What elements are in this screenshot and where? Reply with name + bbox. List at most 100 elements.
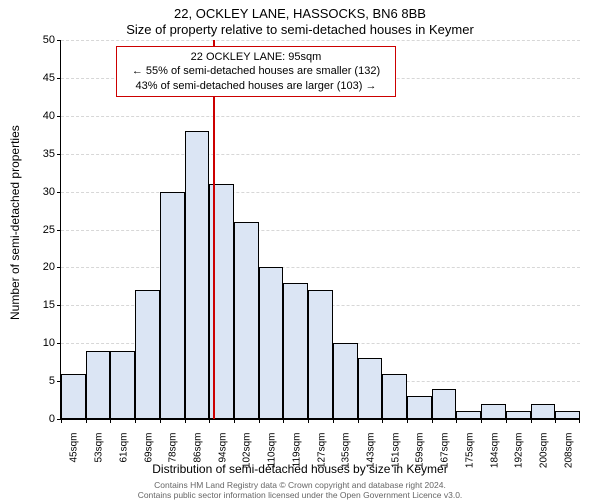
ytick-label: 15 <box>15 299 55 311</box>
xtick-label: 175sqm <box>464 433 475 483</box>
histogram-bar <box>358 358 383 419</box>
histogram-bar <box>333 343 358 419</box>
xtick-label: 61sqm <box>118 433 129 483</box>
xtick-mark <box>555 419 556 423</box>
histogram-bar <box>308 290 333 419</box>
footer: Contains HM Land Registry data © Crown c… <box>0 480 600 500</box>
xtick-mark <box>456 419 457 423</box>
xtick-mark <box>432 419 433 423</box>
xtick-label: 94sqm <box>217 433 228 483</box>
histogram-bar <box>61 374 86 419</box>
xtick-mark <box>531 419 532 423</box>
histogram-bar <box>259 267 284 419</box>
annotation-box: 22 OCKLEY LANE: 95sqm ← 55% of semi-deta… <box>116 46 396 97</box>
xtick-label: 143sqm <box>365 433 376 483</box>
histogram-bar <box>456 411 481 419</box>
ytick-mark <box>57 154 61 155</box>
histogram-bar <box>407 396 432 419</box>
xtick-label: 151sqm <box>390 433 401 483</box>
histogram-bar <box>86 351 111 419</box>
histogram-bar <box>160 192 185 419</box>
xtick-label: 208sqm <box>563 433 574 483</box>
gridline <box>61 192 580 193</box>
gridline <box>61 267 580 268</box>
histogram-bar <box>432 389 457 419</box>
xtick-label: 53sqm <box>94 433 105 483</box>
histogram-bar <box>283 283 308 419</box>
xtick-mark <box>234 419 235 423</box>
ytick-mark <box>57 116 61 117</box>
ytick-label: 20 <box>15 261 55 273</box>
histogram-bar <box>531 404 556 419</box>
xtick-label: 167sqm <box>440 433 451 483</box>
xtick-mark <box>259 419 260 423</box>
xtick-mark <box>506 419 507 423</box>
xtick-label: 200sqm <box>538 433 549 483</box>
ytick-mark <box>57 78 61 79</box>
xtick-mark <box>185 419 186 423</box>
ytick-label: 5 <box>15 375 55 387</box>
xtick-label: 78sqm <box>168 433 179 483</box>
histogram-bar <box>110 351 135 419</box>
xtick-label: 86sqm <box>192 433 203 483</box>
gridline <box>61 230 580 231</box>
ytick-label: 30 <box>15 186 55 198</box>
y-axis-label: Number of semi-detached properties <box>8 35 22 230</box>
histogram-bar <box>506 411 531 419</box>
ytick-label: 50 <box>15 34 55 46</box>
xtick-label: 110sqm <box>267 433 278 483</box>
chart-title-line2: Size of property relative to semi-detach… <box>0 22 600 37</box>
histogram-bar <box>135 290 160 419</box>
xtick-mark <box>160 419 161 423</box>
xtick-label: 119sqm <box>291 433 302 483</box>
ytick-mark <box>57 230 61 231</box>
xtick-label: 135sqm <box>341 433 352 483</box>
histogram-bar <box>234 222 259 419</box>
footer-line2: Contains public sector information licen… <box>0 490 600 500</box>
xtick-label: 184sqm <box>489 433 500 483</box>
xtick-mark <box>86 419 87 423</box>
ytick-mark <box>57 40 61 41</box>
xtick-label: 192sqm <box>514 433 525 483</box>
xtick-label: 102sqm <box>242 433 253 483</box>
xtick-label: 127sqm <box>316 433 327 483</box>
xtick-mark <box>407 419 408 423</box>
histogram-bar <box>481 404 506 419</box>
xtick-mark <box>61 419 62 423</box>
xtick-label: 159sqm <box>415 433 426 483</box>
annotation-line2: ← 55% of semi-detached houses are smalle… <box>123 64 389 78</box>
chart-container: 22, OCKLEY LANE, HASSOCKS, BN6 8BB Size … <box>0 0 600 500</box>
xtick-mark <box>481 419 482 423</box>
ytick-label: 40 <box>15 110 55 122</box>
xtick-mark <box>110 419 111 423</box>
chart-title-line1: 22, OCKLEY LANE, HASSOCKS, BN6 8BB <box>0 6 600 21</box>
ytick-label: 0 <box>15 413 55 425</box>
xtick-mark <box>333 419 334 423</box>
ytick-label: 45 <box>15 72 55 84</box>
xtick-mark <box>308 419 309 423</box>
xtick-mark <box>209 419 210 423</box>
gridline <box>61 154 580 155</box>
histogram-bar <box>185 131 210 419</box>
xtick-mark <box>579 419 580 423</box>
ytick-label: 25 <box>15 224 55 236</box>
xtick-mark <box>382 419 383 423</box>
xtick-label: 69sqm <box>143 433 154 483</box>
xtick-mark <box>135 419 136 423</box>
xtick-mark <box>358 419 359 423</box>
plot-area: 22 OCKLEY LANE: 95sqm ← 55% of semi-deta… <box>60 40 580 420</box>
ytick-label: 35 <box>15 148 55 160</box>
annotation-line1: 22 OCKLEY LANE: 95sqm <box>123 50 389 64</box>
ytick-mark <box>57 267 61 268</box>
histogram-bar <box>382 374 407 419</box>
ytick-mark <box>57 192 61 193</box>
gridline <box>61 116 580 117</box>
histogram-bar <box>555 411 580 419</box>
xtick-mark <box>283 419 284 423</box>
gridline <box>61 40 580 41</box>
ytick-mark <box>57 305 61 306</box>
ytick-mark <box>57 343 61 344</box>
ytick-label: 10 <box>15 337 55 349</box>
annotation-line3: 43% of semi-detached houses are larger (… <box>123 79 389 93</box>
xtick-label: 45sqm <box>69 433 80 483</box>
